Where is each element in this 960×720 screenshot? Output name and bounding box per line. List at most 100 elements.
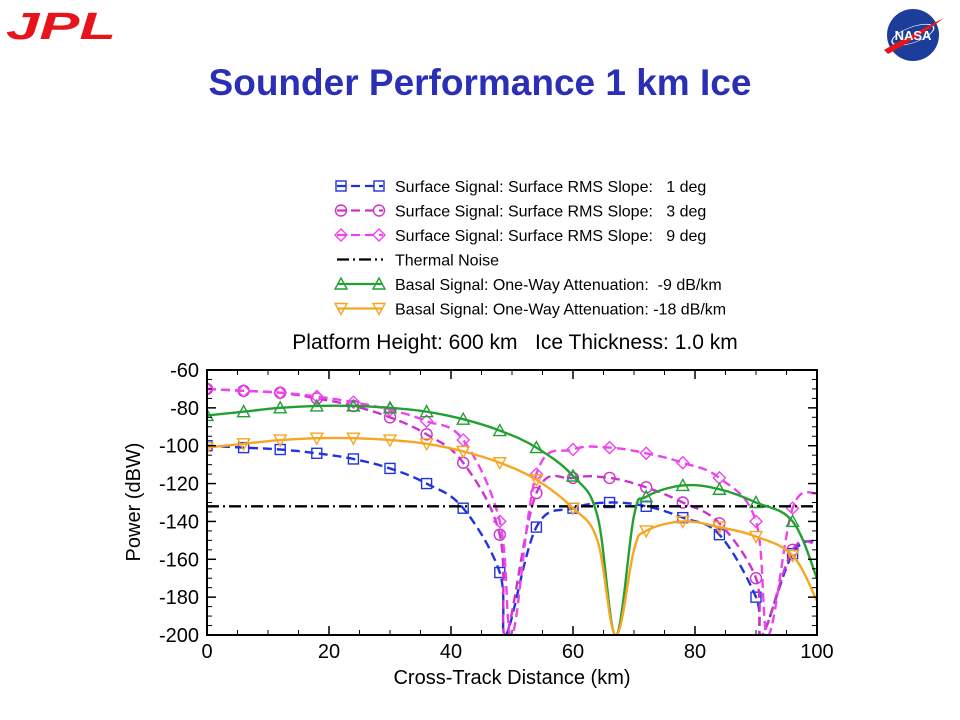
data-point-marker bbox=[346, 395, 361, 410]
legend-marker bbox=[335, 180, 347, 192]
data-point-marker bbox=[712, 481, 727, 495]
y-tick-label: -60 bbox=[170, 360, 199, 382]
data-point-marker bbox=[419, 404, 434, 418]
series-surface-signal-surface-rms-slope-1-deg bbox=[207, 440, 817, 635]
data-point-marker bbox=[603, 471, 616, 485]
data-point-marker bbox=[640, 481, 653, 494]
data-point-marker bbox=[785, 549, 800, 563]
data-point-marker bbox=[602, 440, 617, 455]
series-line bbox=[207, 387, 817, 635]
data-point-marker bbox=[382, 434, 398, 448]
plot-frame bbox=[206, 369, 818, 636]
nasa-logo-text: NASA bbox=[895, 28, 932, 43]
data-point-marker bbox=[456, 445, 471, 459]
series-surface-signal-surface-rms-slope-9-deg bbox=[207, 381, 817, 635]
data-point-marker bbox=[530, 486, 543, 500]
jpl-logo-text: JPL bbox=[6, 6, 116, 46]
data-point-marker bbox=[236, 383, 251, 398]
series-line bbox=[207, 436, 817, 635]
data-point-marker bbox=[309, 398, 324, 412]
data-point-marker bbox=[675, 515, 690, 529]
legend-marker bbox=[371, 302, 387, 316]
data-point-marker bbox=[309, 432, 324, 446]
legend-marker bbox=[334, 204, 348, 217]
chart-title: Platform Height: 600 km Ice Thickness: 1… bbox=[292, 331, 737, 354]
y-tick-label: -180 bbox=[159, 587, 199, 609]
data-point-marker bbox=[639, 446, 654, 461]
legend-marker bbox=[373, 180, 385, 192]
legend-entry-basal-signal-one-way-attenuation-18-db-km: Basal Signal: One-Way Attenuation: -18 d… bbox=[333, 302, 726, 319]
series-basal-signal-one-way-attenuation-18-db-km bbox=[207, 432, 817, 635]
data-point-marker bbox=[419, 414, 434, 429]
x-axis-ticks: 0 20 40 60 80 100 bbox=[201, 370, 834, 663]
legend-entry-surface-signal-surface-rms-slope-3-deg: Surface Signal: Surface RMS Slope: 3 deg bbox=[334, 204, 706, 221]
y-tick-label: -80 bbox=[170, 398, 199, 420]
data-point-marker bbox=[749, 572, 763, 585]
y-axis-ticks: -60 -80 -100 -120 -140 -160 -180 -200 bbox=[159, 360, 817, 647]
data-point-marker bbox=[273, 400, 288, 414]
slide-title: Sounder Performance 1 km Ice bbox=[208, 62, 752, 103]
data-point-marker bbox=[236, 438, 251, 452]
plot-series bbox=[207, 381, 817, 635]
data-point-marker bbox=[273, 434, 288, 448]
y-tick-label: -100 bbox=[159, 436, 199, 458]
nasa-vector-swoosh bbox=[884, 18, 944, 54]
data-point-marker bbox=[384, 462, 396, 475]
data-point-marker bbox=[274, 443, 286, 456]
data-point-marker bbox=[492, 457, 507, 471]
data-point-marker bbox=[457, 502, 469, 514]
legend-label: Surface Signal: Surface RMS Slope: 9 deg bbox=[395, 228, 706, 245]
data-point-marker bbox=[383, 411, 397, 424]
data-point-marker bbox=[676, 496, 689, 509]
data-point-marker bbox=[639, 489, 654, 503]
data-point-marker bbox=[311, 447, 323, 459]
data-point-marker bbox=[785, 513, 800, 528]
x-tick-label: 40 bbox=[440, 641, 462, 663]
y-tick-label: -200 bbox=[159, 625, 199, 647]
chart-legend: Surface Signal: Surface RMS Slope: 1 deg… bbox=[333, 179, 726, 319]
data-point-marker bbox=[419, 438, 434, 452]
data-point-marker bbox=[420, 428, 433, 441]
data-point-marker bbox=[639, 525, 654, 539]
series-line bbox=[207, 444, 817, 635]
series-line bbox=[207, 404, 817, 635]
legend-marker bbox=[333, 302, 349, 316]
x-tick-label: 100 bbox=[800, 641, 833, 663]
y-axis-label: Power (dBW) bbox=[123, 443, 145, 562]
legend-entry-basal-signal-one-way-attenuation-9-db-km: Basal Signal: One-Way Attenuation: -9 dB… bbox=[333, 276, 722, 294]
legend-marker bbox=[372, 228, 386, 242]
data-point-marker bbox=[530, 521, 543, 533]
x-tick-label: 20 bbox=[318, 641, 340, 663]
data-point-marker bbox=[346, 398, 361, 412]
data-point-marker bbox=[309, 389, 324, 404]
y-tick-label: -140 bbox=[159, 511, 199, 533]
data-point-marker bbox=[675, 478, 690, 492]
x-tick-label: 60 bbox=[562, 641, 584, 663]
x-axis-label: Cross-Track Distance (km) bbox=[393, 667, 630, 689]
data-point-marker bbox=[493, 528, 506, 541]
legend-entry-thermal-noise: Thermal Noise bbox=[337, 253, 499, 270]
data-point-marker bbox=[382, 400, 398, 414]
legend-label: Surface Signal: Surface RMS Slope: 1 deg bbox=[395, 179, 706, 196]
data-point-marker bbox=[750, 591, 762, 603]
x-tick-label: 0 bbox=[201, 641, 212, 663]
data-point-marker bbox=[492, 514, 507, 529]
y-tick-label: -160 bbox=[159, 549, 199, 571]
data-point-marker bbox=[456, 411, 471, 425]
data-point-marker bbox=[748, 530, 764, 545]
legend-label: Basal Signal: One-Way Attenuation: -9 dB… bbox=[395, 277, 722, 294]
data-point-marker bbox=[492, 423, 507, 437]
legend-marker bbox=[371, 276, 387, 290]
data-point-marker bbox=[237, 441, 250, 454]
x-tick-label: 80 bbox=[684, 641, 706, 663]
data-point-marker bbox=[565, 502, 581, 516]
legend-label: Basal Signal: One-Way Attenuation: -18 d… bbox=[395, 302, 726, 319]
data-point-marker bbox=[273, 385, 288, 400]
data-point-marker bbox=[603, 496, 616, 509]
legend-entry-surface-signal-surface-rms-slope-9-deg: Surface Signal: Surface RMS Slope: 9 deg bbox=[334, 228, 706, 245]
nasa-meatball-logo: NASA bbox=[884, 9, 944, 61]
legend-marker bbox=[333, 276, 349, 290]
data-point-marker bbox=[566, 471, 580, 485]
nasa-orbit-ring bbox=[891, 23, 935, 46]
